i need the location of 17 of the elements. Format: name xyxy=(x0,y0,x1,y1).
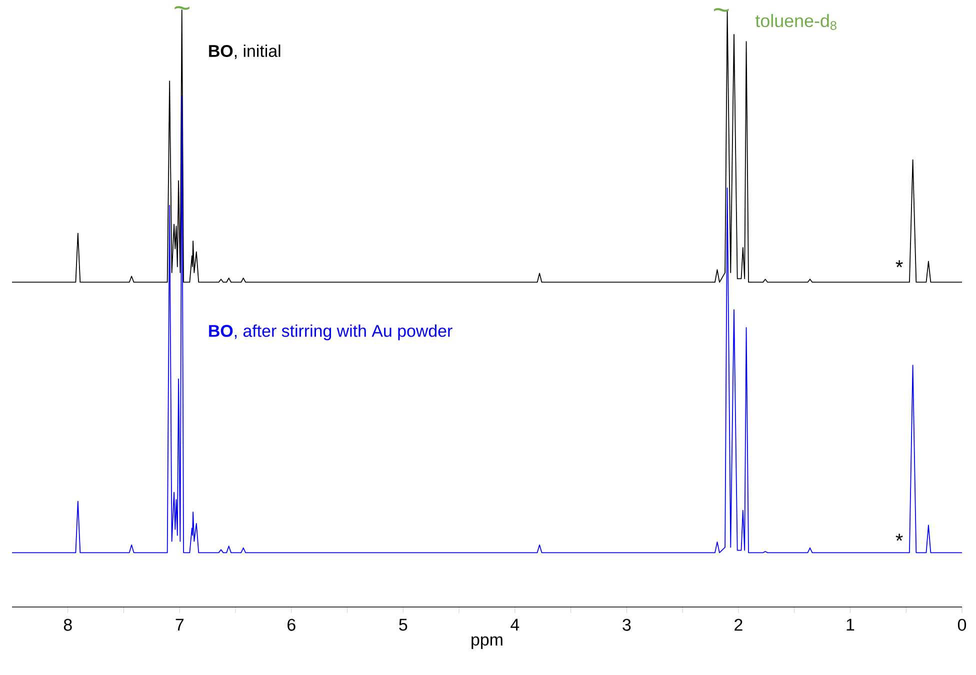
series-label: BO, initial xyxy=(209,44,280,60)
x-tick-label: 7 xyxy=(176,618,184,630)
text: ~ xyxy=(174,6,190,10)
x-tick-label: 1 xyxy=(846,618,854,630)
x-axis-title: ppm xyxy=(472,636,502,649)
x-tick-label: 8 xyxy=(64,618,72,631)
x-tick-label: 5 xyxy=(399,618,408,631)
series-label: BO, after stirring with Au powder xyxy=(209,324,452,340)
x-tick-label: 0 xyxy=(958,618,966,631)
annotation: ~ xyxy=(714,8,729,12)
annotation: * xyxy=(896,534,903,541)
x-tick-label: 6 xyxy=(288,618,296,631)
x-tick-label: 2 xyxy=(734,618,742,631)
annotation: * xyxy=(896,260,903,268)
x-tick-label: 4 xyxy=(510,618,520,630)
x-tick-label: 3 xyxy=(622,618,631,631)
annotation: toluene-d$_{8}$ xyxy=(755,14,836,30)
